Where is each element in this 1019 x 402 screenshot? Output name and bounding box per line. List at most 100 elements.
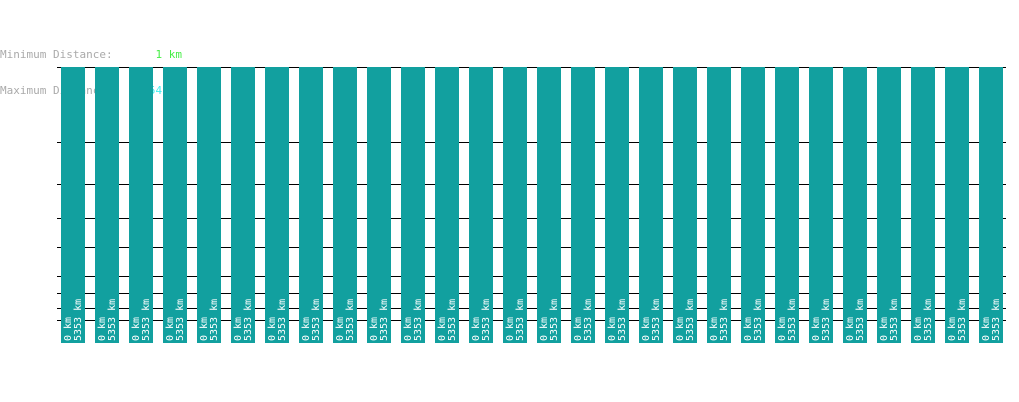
min-distance-row: Minimum Distance: 1 km [0, 49, 182, 61]
bar-label-min: 0 km [947, 317, 958, 341]
bar-label-min: 0 km [199, 317, 210, 341]
bar [639, 67, 663, 343]
bar-group: 0 km 5353 km [469, 67, 493, 343]
bar [571, 67, 595, 343]
bar-label-min: 0 km [709, 317, 720, 341]
bar-group: 0 km 5353 km [503, 67, 527, 343]
bar-group: 0 km 5353 km [979, 67, 1003, 343]
bar [333, 67, 357, 343]
bar [911, 67, 935, 343]
bar [95, 67, 119, 343]
bar-label-max: 5353 km [311, 299, 322, 341]
bar-label-max: 5353 km [413, 299, 424, 341]
bar [469, 67, 493, 343]
bar-label-min: 0 km [165, 317, 176, 341]
bar-label-max: 5353 km [549, 299, 560, 341]
bar-label-min: 0 km [675, 317, 686, 341]
bar [945, 67, 969, 343]
bar-label-min: 0 km [131, 317, 142, 341]
bar [707, 67, 731, 343]
bar-label-max: 5353 km [175, 299, 186, 341]
bar-group: 0 km 5353 km [401, 67, 425, 343]
bar-label-max: 5353 km [243, 299, 254, 341]
bar-label-max: 5353 km [685, 299, 696, 341]
bar [197, 67, 221, 343]
bar-label-max: 5353 km [73, 299, 84, 341]
bar [537, 67, 561, 343]
bar-label-min: 0 km [301, 317, 312, 341]
bar-label-max: 5353 km [923, 299, 934, 341]
bar [129, 67, 153, 343]
bar-label-min: 0 km [97, 317, 108, 341]
bar-group: 0 km 5353 km [299, 67, 323, 343]
bar-label-min: 0 km [471, 317, 482, 341]
bar-label-max: 5353 km [277, 299, 288, 341]
bar [673, 67, 697, 343]
bar-group: 0 km 5353 km [707, 67, 731, 343]
bar [741, 67, 765, 343]
bar-group: 0 km 5353 km [809, 67, 833, 343]
bar-group: 0 km 5353 km [877, 67, 901, 343]
bar-group: 0 km 5353 km [367, 67, 391, 343]
bar [809, 67, 833, 343]
bar-group: 0 km 5353 km [61, 67, 85, 343]
bar-label-max: 5353 km [379, 299, 390, 341]
bar-label-min: 0 km [607, 317, 618, 341]
bar [843, 67, 867, 343]
bars: 0 km 5353 km 0 km 5353 km 0 km 5353 km 0 km 535… [61, 67, 1003, 343]
bar-group: 0 km 5353 km [231, 67, 255, 343]
bar-label-max: 5353 km [957, 299, 968, 341]
bar-group: 0 km 5353 km [843, 67, 867, 343]
bar-label-min: 0 km [267, 317, 278, 341]
bar-label-max: 5353 km [209, 299, 220, 341]
bar-label-max: 5353 km [889, 299, 900, 341]
bar [299, 67, 323, 343]
bar-group: 0 km 5353 km [911, 67, 935, 343]
bar-group: 0 km 5353 km [537, 67, 561, 343]
bar-label-min: 0 km [777, 317, 788, 341]
bar-label-max: 5353 km [617, 299, 628, 341]
bar-group: 0 km 5353 km [775, 67, 799, 343]
bar-label-min: 0 km [369, 317, 380, 341]
bar-label-min: 0 km [743, 317, 754, 341]
bar-label-min: 0 km [63, 317, 74, 341]
bar-label-max: 5353 km [821, 299, 832, 341]
bar-group: 0 km 5353 km [265, 67, 289, 343]
bar-label-max: 5353 km [515, 299, 526, 341]
bar-label-max: 5353 km [719, 299, 730, 341]
bar-group: 0 km 5353 km [129, 67, 153, 343]
bar-label-max: 5353 km [141, 299, 152, 341]
bar-label-max: 5353 km [991, 299, 1002, 341]
bar-label-max: 5353 km [651, 299, 662, 341]
bar-group: 0 km 5353 km [673, 67, 697, 343]
bar-group: 0 km 5353 km [605, 67, 629, 343]
bar-label-min: 0 km [505, 317, 516, 341]
bar [265, 67, 289, 343]
bar [367, 67, 391, 343]
bar-label-min: 0 km [539, 317, 550, 341]
bar [775, 67, 799, 343]
bar-label-max: 5353 km [345, 299, 356, 341]
bar-label-min: 0 km [573, 317, 584, 341]
bar [877, 67, 901, 343]
bar-label-min: 0 km [335, 317, 346, 341]
bar-label-min: 0 km [233, 317, 244, 341]
bar-group: 0 km 5353 km [163, 67, 187, 343]
bar-label-max: 5353 km [107, 299, 118, 341]
bar [231, 67, 255, 343]
bar-label-max: 5353 km [787, 299, 798, 341]
bar-label-min: 0 km [879, 317, 890, 341]
bar [605, 67, 629, 343]
bar-label-max: 5353 km [481, 299, 492, 341]
bar-label-max: 5353 km [583, 299, 594, 341]
min-distance-label: Minimum Distance: [0, 48, 113, 61]
bar-group: 0 km 5353 km [945, 67, 969, 343]
bar-label-min: 0 km [811, 317, 822, 341]
bar [503, 67, 527, 343]
bar-label-max: 5353 km [753, 299, 764, 341]
bar [979, 67, 1003, 343]
bar [401, 67, 425, 343]
bar-label-min: 0 km [981, 317, 992, 341]
bar-group: 0 km 5353 km [741, 67, 765, 343]
